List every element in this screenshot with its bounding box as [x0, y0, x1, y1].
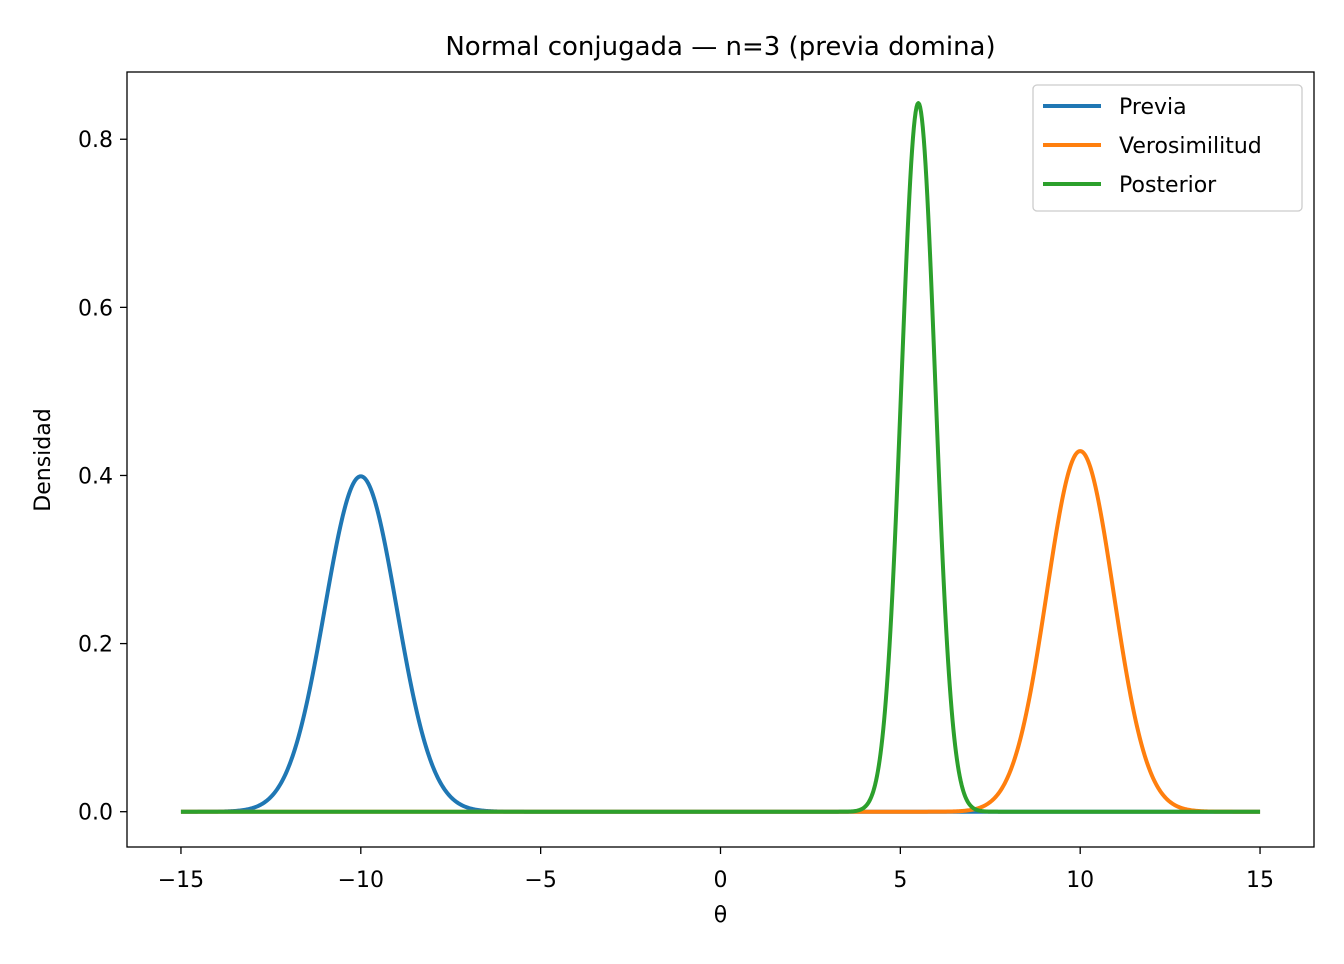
y-tick-label: 0.0: [78, 801, 113, 826]
x-axis-ticks: −15 −10 −5 0 5 10 15: [158, 847, 1274, 893]
x-tick-label: 5: [893, 868, 907, 893]
x-axis-label: θ: [714, 903, 727, 928]
x-tick-label: −5: [524, 868, 556, 893]
legend-label-posterior: Posterior: [1119, 173, 1217, 198]
y-tick-label: 0.4: [78, 464, 113, 489]
legend-label-previa: Previa: [1119, 95, 1187, 120]
legend-label-verosimilitud: Verosimilitud: [1119, 134, 1262, 159]
x-tick-label: −10: [338, 868, 384, 893]
series-line-posterior: [179, 101, 1262, 814]
y-axis-label: Densidad: [31, 408, 56, 511]
chart-title: Normal conjugada — n=3 (previa domina): [445, 32, 995, 62]
x-tick-label: 0: [714, 868, 728, 893]
x-tick-label: 10: [1066, 868, 1094, 893]
x-tick-label: 15: [1246, 868, 1274, 893]
y-tick-label: 0.2: [78, 633, 113, 658]
series-layer: [179, 101, 1262, 814]
legend: Previa Verosimilitud Posterior: [1032, 84, 1303, 212]
x-tick-label: −15: [158, 868, 204, 893]
y-tick-label: 0.6: [78, 296, 113, 321]
legend-box: [1032, 84, 1303, 212]
y-tick-label: 0.8: [78, 128, 113, 153]
y-axis-ticks: 0.0 0.2 0.4 0.6 0.8: [78, 128, 127, 826]
